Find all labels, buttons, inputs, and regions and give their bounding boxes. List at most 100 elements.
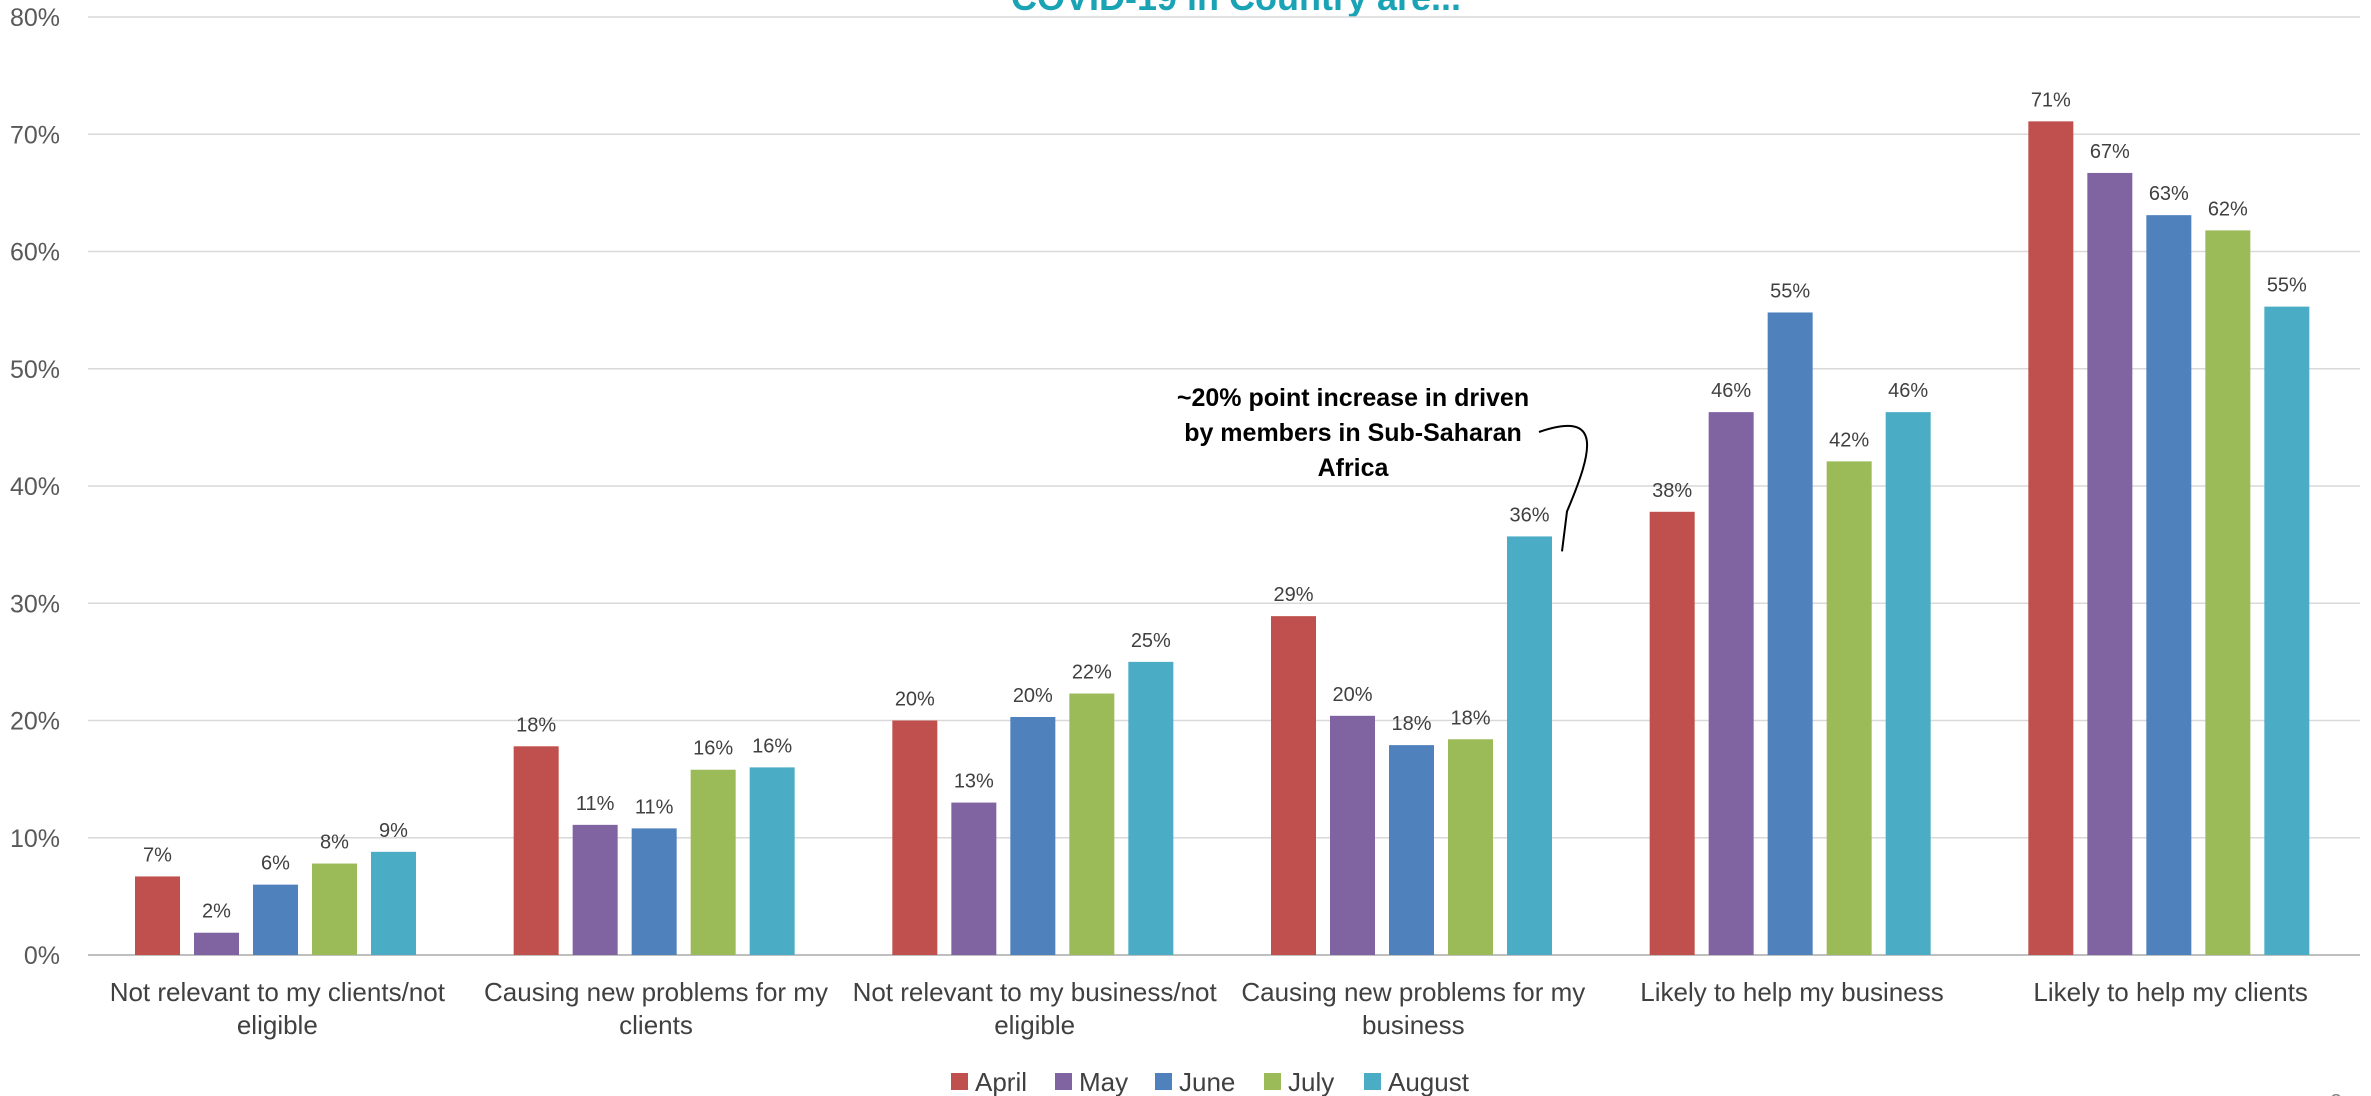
data-label: 18% xyxy=(516,714,556,736)
x-category-label: eligible xyxy=(237,1010,318,1040)
legend-label-may: May xyxy=(1079,1067,1128,1096)
bar-may-4 xyxy=(1708,412,1754,955)
data-label: 18% xyxy=(1450,707,1490,729)
data-label: 55% xyxy=(1770,280,1810,302)
annotation-callout-line xyxy=(1538,424,1589,552)
data-label: 7% xyxy=(143,844,172,866)
data-label: 20% xyxy=(895,689,935,711)
y-tick-label: 20% xyxy=(10,708,60,736)
x-category-label: Not relevant to my business/not xyxy=(853,977,1218,1007)
y-axis: 0% 10% 20% 30% 40% 50% 60% 70% 80% xyxy=(10,4,60,970)
bar-july-3 xyxy=(1448,739,1493,955)
data-label: 46% xyxy=(1711,380,1751,402)
bar-april-0 xyxy=(135,876,180,955)
x-category-label: Causing new problems for my xyxy=(484,977,828,1007)
legend-label-august: August xyxy=(1388,1067,1470,1096)
bar-august-2 xyxy=(1128,661,1174,955)
data-label: 9% xyxy=(379,820,408,842)
y-tick-label: 80% xyxy=(10,4,60,32)
data-label: 71% xyxy=(2031,89,2071,111)
bar-april-1 xyxy=(513,746,559,955)
bar-april-3 xyxy=(1271,616,1316,955)
data-label: 22% xyxy=(1072,662,1112,684)
x-category-label: business xyxy=(1362,1010,1465,1040)
bar-june-4 xyxy=(1767,312,1813,956)
data-label: 36% xyxy=(1509,504,1549,526)
data-label: 13% xyxy=(954,771,994,793)
bar-august-1 xyxy=(749,767,795,955)
data-label: 25% xyxy=(1131,630,1171,652)
bar-may-3 xyxy=(1330,715,1375,955)
bar-april-5 xyxy=(2028,121,2074,956)
data-label: 16% xyxy=(752,735,792,757)
data-label: 38% xyxy=(1652,480,1692,502)
x-category-label: eligible xyxy=(994,1010,1075,1040)
legend-label-june: June xyxy=(1179,1067,1235,1096)
bar-may-1 xyxy=(572,824,618,955)
bar-june-3 xyxy=(1389,745,1434,955)
data-label: 67% xyxy=(2090,141,2130,163)
annotation-text: by members in Sub-Saharan xyxy=(1184,419,1522,447)
bar-june-1 xyxy=(631,828,677,955)
legend-swatch-august xyxy=(1364,1073,1381,1090)
bars xyxy=(135,121,2310,956)
y-tick-label: 70% xyxy=(10,121,60,149)
y-tick-label: 30% xyxy=(10,590,60,618)
chart-title: COVID-19 in Country are... xyxy=(1011,0,1461,18)
data-label: 11% xyxy=(576,793,615,815)
bar-may-5 xyxy=(2087,172,2133,955)
data-label: 63% xyxy=(2149,183,2189,205)
bar-june-5 xyxy=(2146,215,2192,956)
legend-swatch-may xyxy=(1055,1073,1072,1090)
legend-label-july: July xyxy=(1288,1067,1334,1096)
annotation-text: Africa xyxy=(1318,454,1390,482)
data-label: 16% xyxy=(693,738,733,760)
y-tick-label: 50% xyxy=(10,356,60,384)
bar-may-0 xyxy=(194,932,239,955)
x-category-label: Likely to help my business xyxy=(1640,977,1943,1007)
bar-august-5 xyxy=(2264,306,2310,955)
annotation: ~20% point increase in driven by members … xyxy=(1177,384,1589,552)
bar-april-4 xyxy=(1649,511,1695,955)
x-category-label: clients xyxy=(619,1010,693,1040)
legend-swatch-april xyxy=(951,1073,968,1090)
legend-label-april: April xyxy=(975,1067,1027,1096)
bar-july-5 xyxy=(2205,230,2251,955)
data-label: 6% xyxy=(261,853,290,875)
data-label: 55% xyxy=(2267,275,2307,297)
data-label: 18% xyxy=(1391,713,1431,735)
bar-july-0 xyxy=(312,863,357,955)
data-label: 11% xyxy=(635,796,674,818)
bar-june-0 xyxy=(253,884,298,955)
bar-august-3 xyxy=(1507,536,1552,955)
data-label: 8% xyxy=(320,832,349,854)
gridlines xyxy=(88,16,2360,956)
x-category-label: Likely to help my clients xyxy=(2033,977,2308,1007)
bar-may-2 xyxy=(951,802,997,955)
bar-april-2 xyxy=(892,720,938,955)
bar-august-0 xyxy=(371,851,416,955)
x-category-label: Causing new problems for my xyxy=(1241,977,1585,1007)
bar-july-2 xyxy=(1069,693,1115,955)
data-label: 46% xyxy=(1888,380,1928,402)
data-label: 29% xyxy=(1273,584,1313,606)
bar-july-1 xyxy=(690,769,736,955)
data-label: 20% xyxy=(1332,684,1372,706)
data-labels: 7% 2% 6% 8% 9% 18% 11% 11% 16% 16% 20% 13% 20% 22% 25%… xyxy=(143,89,2307,922)
annotation-text: ~20% point increase in driven xyxy=(1177,384,1529,412)
y-tick-label: 40% xyxy=(10,473,60,501)
legend-swatch-june xyxy=(1155,1073,1172,1090)
data-label: 62% xyxy=(2208,198,2248,220)
legend-swatch-july xyxy=(1264,1073,1281,1090)
bar-august-4 xyxy=(1885,412,1931,955)
x-axis: Not relevant to my clients/noteligibleCa… xyxy=(110,977,2308,1040)
x-category-label: Not relevant to my clients/not xyxy=(110,977,446,1007)
y-tick-label: 0% xyxy=(24,942,60,970)
y-tick-label: 10% xyxy=(10,825,60,853)
page-number: 8 xyxy=(2330,1091,2341,1096)
data-label: 20% xyxy=(1013,685,1053,707)
data-label: 2% xyxy=(202,901,231,923)
y-tick-label: 60% xyxy=(10,239,60,267)
data-label: 42% xyxy=(1829,429,1869,451)
